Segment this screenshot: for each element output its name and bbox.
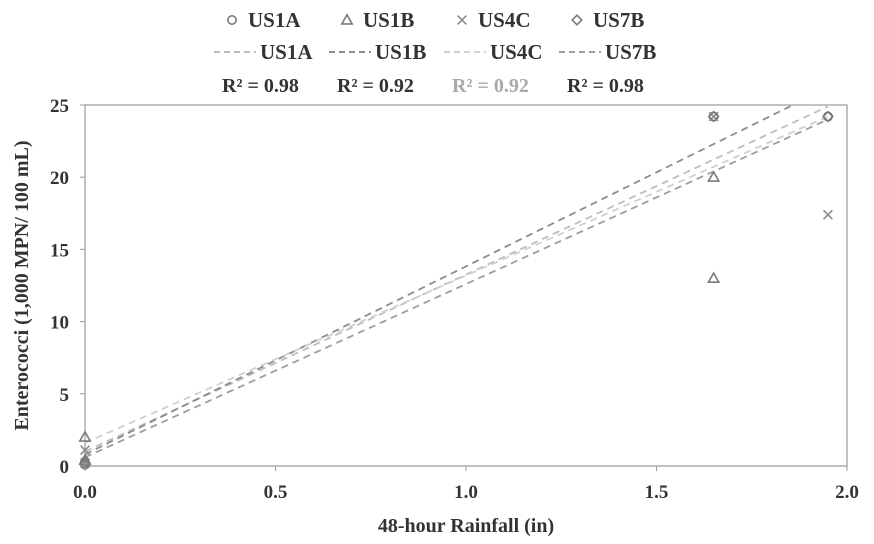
data-point-us7b-3 — [707, 110, 720, 123]
r2-label-us1a: R² = 0.98 — [222, 75, 299, 97]
y-tick-label: 25 — [50, 96, 69, 117]
trendline-legend-label-us7b: US7B — [605, 40, 656, 64]
x-tick-label: 2.0 — [835, 482, 859, 503]
legend-marker-us1b — [340, 13, 354, 25]
trendline-legend-label-us4c: US4C — [490, 40, 543, 64]
y-tick-label: 0 — [60, 457, 70, 478]
legend-label-us1a: US1A — [248, 8, 301, 32]
y-tick-label: 10 — [50, 313, 69, 334]
r2-labels: R² = 0.98 R² = 0.92 R² = 0.92 R² = 0.98 — [222, 75, 644, 97]
y-tick-label: 15 — [50, 240, 69, 261]
y-tick-label: 5 — [60, 385, 70, 406]
legend-label-us4c: US4C — [478, 8, 531, 32]
trendlines — [85, 105, 829, 459]
legend-marker-us7b — [571, 14, 583, 26]
trendline-legend-label-us1b: US1B — [375, 40, 426, 64]
trendline-us4c — [85, 115, 829, 444]
legend-label-us1b: US1B — [363, 8, 414, 32]
legend-marker-us4c — [457, 15, 467, 25]
data-points — [78, 110, 834, 471]
trendline-us7b — [85, 118, 829, 459]
legend: US1A US1B US4C US7B — [227, 8, 644, 32]
r2-label-us4c: R² = 0.92 — [452, 75, 529, 97]
data-point-us4c-3 — [708, 111, 719, 122]
x-axis-ticks: 0.0 0.5 1.0 1.5 2.0 — [73, 466, 859, 503]
r2-label-us1b: R² = 0.92 — [337, 75, 414, 97]
data-point-us4c-4 — [822, 209, 833, 220]
y-tick-label: 20 — [50, 168, 69, 189]
x-axis-title: 48-hour Rainfall (in) — [378, 515, 554, 537]
trendline-us1b — [85, 105, 795, 456]
legend-marker-us1a — [227, 15, 238, 25]
x-tick-label: 0.5 — [264, 482, 288, 503]
x-tick-label: 0.0 — [73, 482, 97, 503]
data-point-us1b-3 — [707, 170, 721, 182]
x-tick-label: 1.0 — [454, 482, 478, 503]
data-point-us1b-4 — [707, 271, 721, 283]
trendline-legend: US1A US1B US4C US7B — [214, 40, 656, 64]
r2-label-us7b: R² = 0.98 — [567, 75, 644, 97]
data-point-us1b-1 — [78, 430, 92, 442]
plot-area-frame — [84, 104, 848, 467]
y-axis-title: Enterococci (1,000 MPN/ 100 mL) — [11, 140, 33, 430]
x-tick-label: 1.5 — [645, 482, 669, 503]
data-point-us4c-1 — [80, 445, 90, 456]
y-axis-ticks: 0 5 10 15 20 25 — [50, 96, 85, 478]
data-point-us7b-4 — [822, 110, 834, 123]
legend-label-us7b: US7B — [593, 8, 644, 32]
trendline-legend-label-us1a: US1A — [260, 40, 313, 64]
